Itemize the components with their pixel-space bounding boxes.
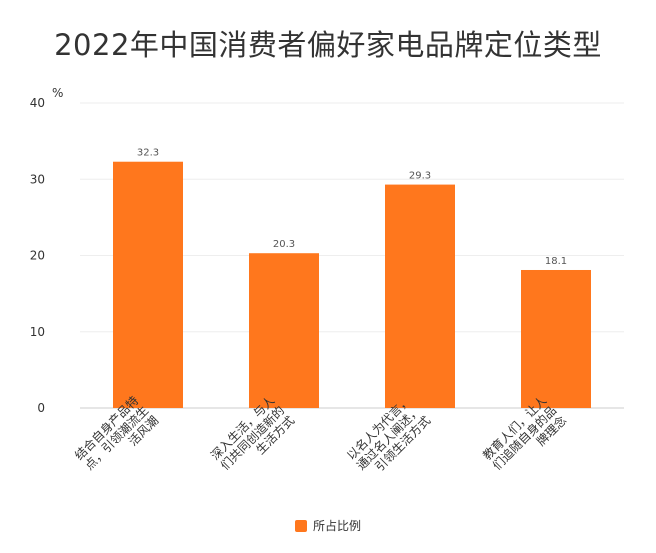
bar-value-label: 20.3 (273, 239, 295, 250)
legend: 所占比例 (0, 517, 656, 534)
bars: 32.3 20.3 29.3 18.1 (113, 148, 591, 408)
y-tick-label: 0 (37, 401, 45, 415)
chart-title: 2022年中国消费者偏好家电品牌定位类型 (54, 28, 602, 62)
bar-value-label: 32.3 (137, 148, 159, 159)
bar (249, 253, 319, 408)
bar-value-label: 29.3 (409, 171, 431, 182)
bar (385, 184, 455, 408)
bar (113, 161, 183, 408)
y-tick-label: 20 (30, 249, 45, 263)
legend-swatch (294, 519, 307, 532)
y-axis: 0 10 20 30 40 (30, 96, 45, 415)
y-tick-label: 40 (30, 96, 45, 110)
y-tick-label: 10 (30, 325, 45, 339)
y-axis-unit: % (52, 86, 63, 100)
bar-value-label: 18.1 (545, 256, 567, 267)
legend-label: 所占比例 (312, 519, 361, 533)
bar (521, 269, 591, 408)
y-tick-label: 30 (30, 172, 45, 186)
